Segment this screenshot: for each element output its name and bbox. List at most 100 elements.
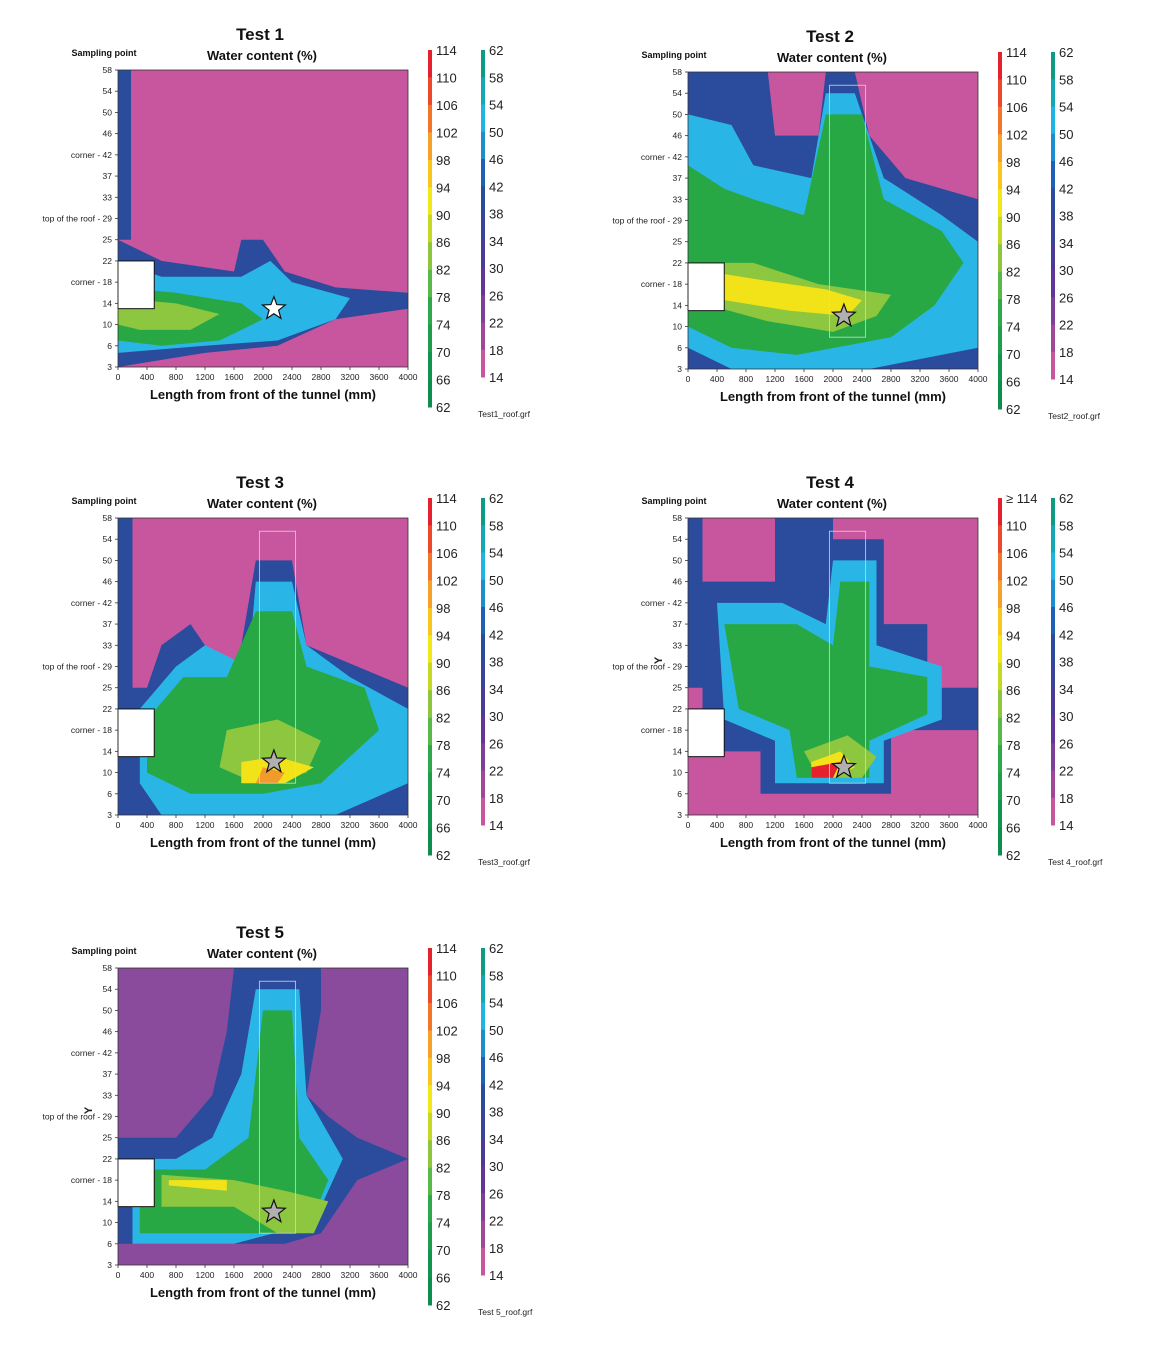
x-tick-label: 1200 (196, 820, 215, 830)
colorbar-right-label: 14 (1059, 818, 1073, 833)
y-tick-label: 3 (107, 1260, 112, 1270)
file-label: Test 5_roof.grf (478, 1307, 533, 1317)
colorbar-right-label: 62 (1059, 45, 1073, 60)
chart-title: Test 1 (236, 25, 284, 44)
y-tick-label: 37 (103, 619, 113, 629)
y-tick-label: 14 (673, 746, 683, 756)
colorbar-left-swatch (428, 77, 432, 106)
colorbar-right-label: 26 (489, 288, 503, 303)
colorbar-left-label: 82 (1006, 265, 1020, 280)
x-tick-label: 400 (710, 820, 724, 830)
colorbar-right-swatch (1051, 525, 1055, 553)
y-axis-header: Sampling point (72, 946, 137, 956)
x-tick-label: 0 (116, 1270, 121, 1280)
colorbar-right-swatch (1051, 324, 1055, 353)
colorbar-right-label: 42 (1059, 181, 1073, 196)
colorbar-right-swatch (481, 268, 485, 296)
x-tick-label: 3200 (911, 374, 930, 384)
colorbar-left-swatch (998, 635, 1002, 664)
colorbar-left-swatch (998, 271, 1002, 300)
colorbar-left-swatch (998, 745, 1002, 774)
x-axis-label: Length from front of the tunnel (mm) (720, 835, 946, 850)
y-axis-header: Sampling point (642, 50, 707, 60)
contour-deep_blue (688, 518, 703, 688)
colorbar-left-label: 78 (1006, 292, 1020, 307)
x-tick-label: 4000 (399, 820, 418, 830)
colorbar-left-swatch (998, 525, 1002, 554)
colorbar-left-label: 90 (436, 1106, 450, 1121)
y-tick-label: 6 (677, 789, 682, 799)
x-tick-label: 2800 (312, 372, 331, 382)
colorbar-right-label: 62 (489, 941, 503, 956)
colorbar-left-label: 102 (436, 125, 458, 140)
colorbar-right-label: 58 (489, 70, 503, 85)
x-axis-label: Length from front of the tunnel (mm) (720, 389, 946, 404)
x-tick-label: 2800 (882, 820, 901, 830)
colorbar-right-swatch (1051, 106, 1055, 135)
colorbar-left-swatch (428, 1057, 432, 1086)
x-tick-label: 3200 (341, 820, 360, 830)
y-tick-label: 6 (107, 341, 112, 351)
y-tick-label: 22 (673, 704, 683, 714)
colorbar-left-label: 94 (436, 1078, 450, 1093)
colorbar-left-label: 74 (436, 766, 450, 781)
colorbar-left-label: 66 (436, 1271, 450, 1286)
colorbar-left-label: 78 (436, 738, 450, 753)
y-tick-label: 37 (103, 171, 113, 181)
colorbar-left-label: ≥ 114 (1006, 491, 1037, 506)
colorbar-left-label: 94 (1006, 182, 1020, 197)
colorbar-left-swatch (428, 159, 432, 188)
colorbar-left-swatch (998, 690, 1002, 719)
y-tick-label: 10 (103, 768, 113, 778)
x-tick-label: 3600 (370, 820, 389, 830)
colorbar-right-swatch (481, 50, 485, 78)
colorbar-right-label: 58 (489, 518, 503, 533)
colorbar-left-label: 66 (436, 373, 450, 388)
y-tick-label: corner - 18 (71, 1175, 112, 1185)
colorbar-right-label: 42 (1059, 627, 1073, 642)
y-tick-label: 22 (103, 704, 113, 714)
sampling-zone-rect (258, 980, 297, 1234)
colorbar-right-swatch (1051, 133, 1055, 162)
opening-block (117, 1158, 155, 1208)
y-tick-label: 25 (673, 683, 683, 693)
y-tick-label: 37 (103, 1069, 113, 1079)
colorbar-right-swatch (481, 607, 485, 635)
heatmap-field (117, 517, 409, 816)
colorbar-left-swatch (428, 607, 432, 636)
colorbar-right-swatch (1051, 743, 1055, 771)
colorbar-left-label: 86 (436, 1133, 450, 1148)
x-axis-label: Length from front of the tunnel (mm) (150, 387, 376, 402)
colorbar-left-swatch (428, 214, 432, 243)
colorbar-left-swatch (998, 79, 1002, 108)
colorbar-left-swatch (428, 1222, 432, 1251)
colorbar-left-label: 78 (1006, 738, 1020, 753)
colorbar-right-label: 62 (1059, 491, 1073, 506)
colorbar-right-swatch (481, 1247, 485, 1276)
y-tick-label: 46 (103, 129, 113, 139)
contour-lime (161, 1174, 329, 1234)
colorbar-right-label: 58 (489, 968, 503, 983)
y-tick-label: 46 (103, 577, 113, 587)
colorbar-left-label: 90 (436, 656, 450, 671)
x-tick-label: 2800 (312, 1270, 331, 1280)
colorbar-left-swatch (428, 525, 432, 554)
y-tick-label: top of the roof - 29 (613, 216, 683, 226)
y-tick-label: 54 (673, 534, 683, 544)
x-tick-label: 3600 (940, 820, 959, 830)
y-tick-label: 22 (673, 258, 683, 268)
colorbar-right-swatch (1051, 351, 1055, 380)
y-tick-label: 54 (673, 88, 683, 98)
colorbar-right-swatch (481, 1111, 485, 1140)
chart-subtitle: Water content (%) (207, 48, 317, 63)
y-tick-label: 14 (103, 1196, 113, 1206)
sampling-zone-rect (258, 530, 297, 784)
x-tick-label: 1600 (225, 372, 244, 382)
colorbar-right-swatch (481, 579, 485, 608)
colorbar-right-swatch (481, 104, 485, 133)
colorbar-left-swatch (428, 104, 432, 133)
y-tick-label: 50 (103, 107, 113, 117)
colorbar-right-label: 26 (1059, 290, 1073, 305)
x-tick-label: 2400 (853, 374, 872, 384)
colorbar-right-label: 38 (489, 655, 503, 670)
